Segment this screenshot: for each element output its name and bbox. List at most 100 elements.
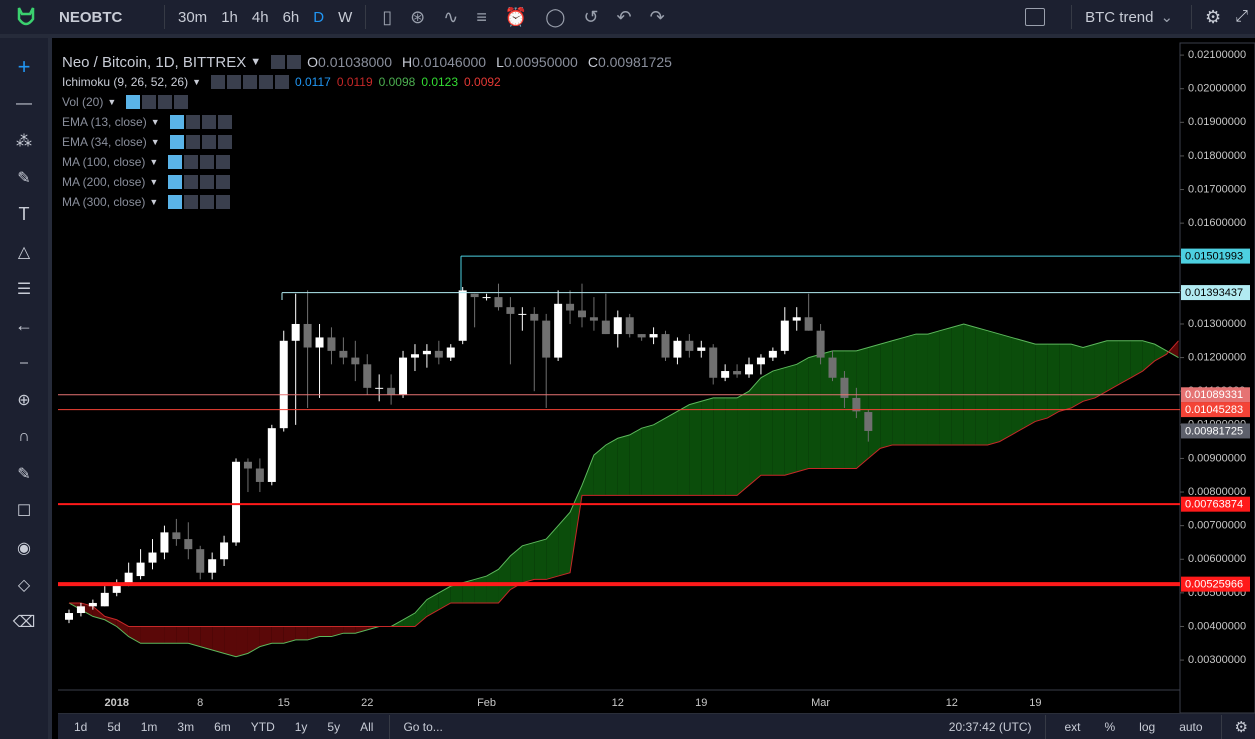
candle-body [303, 323, 312, 348]
indicator-control[interactable] [200, 195, 215, 209]
range-button[interactable]: 1y [294, 719, 308, 734]
scale-option[interactable]: auto [1179, 719, 1203, 734]
cloud-fill [784, 364, 797, 476]
range-button[interactable]: 1d [74, 719, 88, 734]
cloud-fill [617, 434, 630, 496]
candle-body [589, 317, 598, 321]
indicator-control[interactable] [168, 155, 183, 169]
redo-button[interactable]: ↷ [649, 6, 665, 27]
goto-button[interactable]: Go to... [403, 719, 443, 734]
indicator-control[interactable] [217, 115, 232, 129]
indicator-control[interactable] [216, 175, 231, 189]
indicator-menu[interactable]: ▼ [150, 117, 160, 127]
stay-drawing-tool[interactable]: ✎ [17, 465, 31, 483]
settings-button[interactable]: ⚙ [1205, 6, 1222, 27]
indicator-menu[interactable]: ▼ [150, 137, 160, 147]
cloud-fill [808, 354, 821, 469]
magnet-tool[interactable]: ∩ [18, 427, 30, 445]
indicator-control[interactable] [184, 155, 199, 169]
layers-tool[interactable]: ◇ [17, 576, 31, 594]
templates-button[interactable]: ≡ [476, 6, 487, 27]
indicator-menu[interactable]: ▼ [149, 157, 159, 167]
prediction-tool[interactable]: ☰ [16, 280, 32, 298]
indicator-control[interactable] [126, 95, 141, 109]
symbol[interactable]: NEOBTC [59, 8, 123, 26]
lock-tool[interactable]: ☐ [16, 502, 32, 520]
indicator-menu[interactable]: ▼ [149, 197, 159, 207]
indicator-control[interactable] [201, 115, 216, 129]
candle-body [351, 357, 360, 365]
delete-tool[interactable]: ⌫ [12, 613, 36, 631]
text-tool[interactable]: T [18, 204, 30, 224]
range-button[interactable]: 6m [214, 719, 231, 734]
measure-tool[interactable]: ⎯ [19, 353, 28, 371]
layout-name[interactable]: BTC trend [1085, 8, 1154, 26]
indicator-control[interactable] [158, 95, 173, 109]
scale-option[interactable]: ext [1064, 719, 1081, 734]
ichimoku-values: 0.0117 0.0119 0.0098 0.0123 0.0092 [295, 75, 501, 89]
cloud-fill [510, 545, 523, 590]
crosshair-tool[interactable]: + [17, 53, 31, 79]
indicator-control[interactable] [217, 135, 232, 149]
cloud-fill [259, 626, 272, 647]
indicator-control[interactable] [185, 135, 200, 149]
indicator-control[interactable] [201, 135, 216, 149]
indicator-control[interactable] [185, 115, 200, 129]
indicator-control[interactable] [142, 95, 157, 109]
interval-button[interactable]: D [313, 8, 325, 26]
indicator-control[interactable] [168, 175, 183, 189]
interval-button[interactable]: W [338, 8, 353, 26]
alert-button[interactable]: ⏰ [504, 6, 528, 27]
ichimoku-value: 0.0092 [464, 75, 501, 89]
candle-body [315, 337, 324, 348]
indicators-button[interactable]: ∿ [443, 6, 459, 27]
candle-body [243, 461, 252, 469]
indicator-control[interactable] [174, 95, 189, 109]
range-button[interactable]: 5d [107, 719, 121, 734]
back-tool[interactable]: ← [15, 315, 33, 335]
range-button[interactable]: 5y [327, 719, 341, 734]
indicator-control[interactable] [168, 195, 183, 209]
zoom-tool[interactable]: ⊕ [17, 391, 31, 409]
range-button[interactable]: 1m [140, 719, 158, 734]
compare-button[interactable]: ⊛ [410, 6, 426, 27]
ohlc-key: L [496, 54, 504, 70]
cloud-fill [534, 539, 547, 580]
ideas-button[interactable]: ◯ [545, 6, 566, 27]
fib-tool[interactable]: ⁂ [16, 132, 32, 150]
pattern-tool[interactable]: △ [17, 243, 31, 261]
indicator-control[interactable] [216, 195, 231, 209]
layout-menu[interactable]: ⌄ [1160, 9, 1174, 26]
indicator-control[interactable] [184, 175, 199, 189]
fullscreen-toggle[interactable] [1025, 8, 1046, 26]
indicator-control[interactable] [169, 135, 184, 149]
indicator-control[interactable] [184, 195, 199, 209]
brush-tool[interactable]: ✎ [17, 169, 31, 187]
ohlc-item: C0.00981725 [588, 54, 672, 70]
chart-style-button[interactable]: ▯ [382, 6, 393, 27]
interval-button[interactable]: 4h [251, 8, 269, 26]
interval-button[interactable]: 30m [178, 8, 208, 26]
trend-line-tool[interactable]: — [16, 94, 32, 112]
cloud-fill [522, 542, 535, 583]
scale-option[interactable]: % [1104, 719, 1116, 734]
indicator-menu[interactable]: ▼ [149, 177, 159, 187]
indicator-control[interactable] [169, 115, 184, 129]
range-button[interactable]: 3m [177, 719, 195, 734]
hide-tool[interactable]: ◉ [17, 539, 31, 557]
interval-button[interactable]: 1h [221, 8, 238, 26]
undo-button[interactable]: ↶ [616, 6, 632, 27]
ichimoku-row: Ichimoku (9, 26, 52, 26) ▼ 0.0117 0.0119 0… [62, 75, 501, 89]
maximize-button[interactable]: ⤢ [1235, 8, 1248, 25]
replay-button[interactable]: ↺ [583, 6, 599, 27]
indicator-control[interactable] [216, 155, 231, 169]
indicator-menu[interactable]: ▼ [107, 97, 117, 107]
range-button[interactable]: YTD [250, 719, 275, 734]
interval-button[interactable]: 6h [282, 8, 300, 26]
chart-settings[interactable]: ⚙ [1234, 718, 1248, 736]
candle-body [733, 371, 742, 375]
range-button[interactable]: All [360, 719, 374, 734]
scale-option[interactable]: log [1139, 719, 1156, 734]
indicator-control[interactable] [200, 155, 215, 169]
indicator-control[interactable] [200, 175, 215, 189]
